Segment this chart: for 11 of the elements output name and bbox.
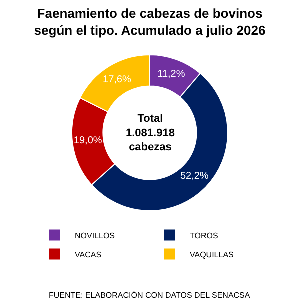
data-label: 52,2% bbox=[180, 171, 209, 182]
data-label: 17,6% bbox=[103, 74, 132, 86]
legend-label: NOVILLOS bbox=[75, 231, 116, 240]
legend-label: TOROS bbox=[190, 231, 218, 240]
chart-title: Faenamiento de cabezas de bovinos según el tipo. Acumulado a julio 2026 bbox=[34, 6, 266, 38]
source-note: FUENTE: ELABORACIÓN CON DATOS DEL SENACSA bbox=[49, 291, 251, 300]
legend-label: VACAS bbox=[75, 250, 102, 260]
data-label: 11,2% bbox=[158, 68, 186, 80]
legend-label: VAQUILLAS bbox=[190, 250, 234, 260]
text: Total 1.081.918 cabezas bbox=[126, 113, 175, 154]
data-label: 19,0% bbox=[74, 136, 102, 147]
